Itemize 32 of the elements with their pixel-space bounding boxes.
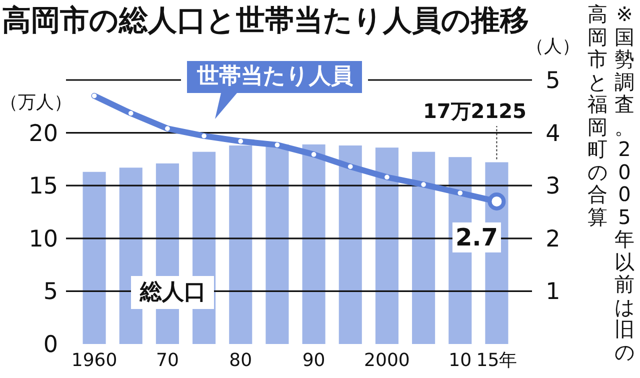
y-tick-label: 20 [28, 120, 58, 147]
chart-title: 高岡市の総人口と世帯当たり人員の推移 [2, 3, 529, 37]
y-axis-title: （万人） [0, 92, 72, 113]
y2-tick-label: 2 [546, 226, 560, 252]
bar [229, 145, 252, 344]
y-tick-label: 5 [43, 279, 58, 306]
y2-tick-label: 5 [546, 68, 560, 94]
x-tick-label: 15年 [476, 350, 518, 371]
data-label: 2.7 [455, 223, 498, 252]
bar [266, 144, 289, 344]
text: ※国勢調査。2005年以前は旧の高岡市と福岡町の合算 [588, 2, 634, 364]
y2-tick-label: 1 [546, 279, 560, 306]
x-tick-label: 10 [448, 350, 472, 371]
y2-tick-label: 3 [546, 174, 560, 200]
y2-axis-title: （人） [526, 36, 580, 57]
y-tick-label: 15 [28, 174, 58, 200]
bar [82, 172, 106, 344]
bar [412, 152, 436, 344]
series-label: 総人口 [139, 280, 206, 305]
text: 世帯当たり人員 [196, 64, 353, 89]
bar [302, 144, 326, 344]
x-tick-label: 2000 [364, 350, 410, 371]
x-tick-label: 80 [229, 350, 252, 371]
y2-tick-label: 4 [546, 120, 560, 147]
y-tick-label: 10 [28, 226, 58, 252]
x-tick-label: 70 [156, 350, 179, 371]
bar [338, 145, 362, 344]
bar [375, 148, 398, 344]
y-tick-label: 0 [43, 332, 58, 358]
x-tick-label: 1960 [71, 350, 118, 371]
data-label: 17万2125 [422, 99, 526, 123]
x-tick-label: 90 [302, 350, 326, 371]
